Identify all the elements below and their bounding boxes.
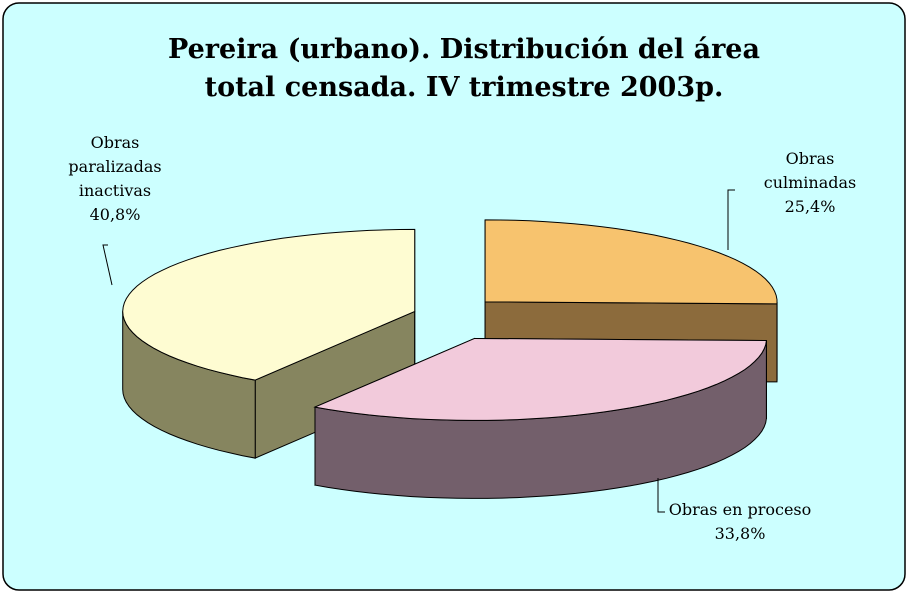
slice-value-label: 40,8% xyxy=(90,205,141,224)
leader-line xyxy=(102,244,113,286)
slice-label: Obras paralizadas inactivas xyxy=(68,133,161,200)
leader-line xyxy=(727,189,735,250)
pie-slice xyxy=(122,228,416,381)
slice-value-label: 33,8% xyxy=(715,524,766,543)
chart-title: Pereira (urbano). Distribución del área t… xyxy=(168,34,760,103)
slice-value-label: 25,4% xyxy=(785,197,836,216)
pie-slice xyxy=(313,337,767,421)
slice-label: Obras culminadas xyxy=(764,149,857,192)
slice-label: Obras en proceso xyxy=(669,500,812,519)
leader-line xyxy=(657,478,665,513)
pie-slice xyxy=(484,219,778,305)
